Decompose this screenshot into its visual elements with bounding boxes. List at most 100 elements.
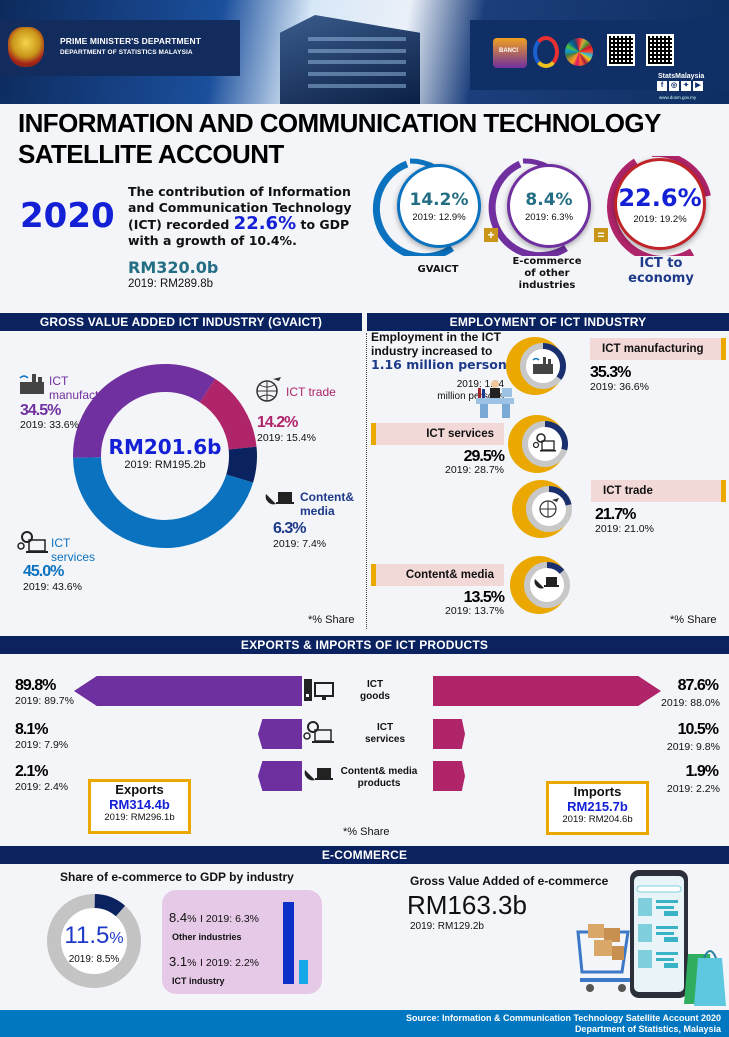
ict-prev: I 2019: 2.2% xyxy=(200,957,260,969)
employment-pct: 13.5% xyxy=(463,589,505,606)
export-prev: 2019: 89.7% xyxy=(15,695,74,707)
ecommerce-gva-prev: 2019: RM129.2b xyxy=(410,921,484,932)
gvaict-ring: 14.2% 2019: 12.9% xyxy=(397,164,481,248)
other-industries-label: Other industries xyxy=(172,932,242,942)
ecommerce-industry-card: 8.4% I 2019: 6.3% Other industries 3.1% … xyxy=(162,890,322,994)
youtube-icon[interactable]: ▶ xyxy=(693,81,703,91)
product-label-1: Content& media xyxy=(340,766,418,777)
malaysia-crest-logo xyxy=(8,27,44,67)
office-worker-illustration xyxy=(476,380,516,425)
other-unit: % xyxy=(187,913,197,925)
ecommerce-total-prev: 2019: 8.5% xyxy=(68,954,120,965)
export-pct: 8.1% xyxy=(15,721,48,738)
ecommerce-total-value: 11.5 xyxy=(64,922,110,949)
banci-logo-text: BANCI xyxy=(499,48,518,54)
ict-industry-bar xyxy=(299,959,308,984)
page-title: INFORMATION AND COMMUNICATION TECHNOLOGY… xyxy=(18,108,661,170)
gvaict-segment-name: ICT trade xyxy=(286,385,336,399)
donut-share-arc xyxy=(548,486,572,506)
product-label: ICT services xyxy=(340,722,430,746)
import-bar xyxy=(433,676,661,706)
desktop-computer-icon xyxy=(303,678,335,707)
other-industries-share: 8.4% I 2019: 6.3% xyxy=(169,910,259,925)
product-label-2: services xyxy=(364,734,406,745)
instagram-icon[interactable]: ◎ xyxy=(669,81,679,91)
export-prev: 2019: 2.4% xyxy=(15,781,69,793)
dosm-logo xyxy=(533,36,559,68)
export-bar xyxy=(258,719,302,749)
ecommerce-gva-title: Gross Value Added of e-commerce xyxy=(410,874,609,888)
summary-text-part2: to GDP with a growth of 10.4%. xyxy=(128,217,350,248)
employment-donut-services xyxy=(522,421,568,467)
website-link[interactable]: www.dosm.gov.my xyxy=(659,95,697,100)
satellite-laptop-icon xyxy=(264,488,296,515)
import-pct: 10.5% xyxy=(677,721,719,738)
other-pct: 8.4 xyxy=(169,910,188,925)
employment-prev: 2019: 36.6% xyxy=(590,381,649,393)
gvaict-segment-name: ICT services xyxy=(51,536,96,564)
title-line-1: INFORMATION AND COMMUNICATION TECHNOLOGY xyxy=(18,108,661,138)
equals-icon: = xyxy=(594,228,608,242)
gvaict-segment-pct: 14.2% xyxy=(257,414,298,431)
employment-pct: 21.7% xyxy=(595,506,636,523)
import-prev: 2019: 2.2% xyxy=(666,783,720,795)
sdg-wheel-logo xyxy=(565,38,593,66)
other-prev: I 2019: 6.3% xyxy=(200,913,260,925)
source-footer: Source: Information & Communication Tech… xyxy=(0,1010,729,1037)
export-pct: 2.1% xyxy=(15,763,48,780)
header-banner: PRIME MINISTER'S DEPARTMENT DEPARTMENT O… xyxy=(0,0,729,104)
imports-value: RM215.7b xyxy=(567,799,628,814)
product-label-2: products xyxy=(357,778,401,789)
product-label-2: goods xyxy=(360,691,390,702)
import-bar xyxy=(433,761,465,791)
column-divider xyxy=(366,333,367,629)
employment-value: 1.16 million persons xyxy=(371,357,515,372)
qr-code[interactable] xyxy=(607,34,635,66)
ict-industry-label: ICT industry xyxy=(172,976,225,986)
gears-laptop-icon xyxy=(532,432,557,459)
ict-value: RM320.0b xyxy=(128,258,219,277)
ecommerce-donut-chart xyxy=(47,894,141,988)
gvaict-segment-name: ICT manufacturing xyxy=(49,374,126,402)
gvaict-segment-prev: 2019: 7.4% xyxy=(273,538,327,550)
employment-prev: 2019: 21.0% xyxy=(595,523,654,535)
employment-headline-2: industry increased to xyxy=(371,344,493,358)
title-line-2: SATELLITE ACCOUNT xyxy=(18,139,284,169)
gears-laptop-icon xyxy=(303,720,335,751)
source-line-2: Department of Statistics, Malaysia xyxy=(574,1024,721,1034)
donut-share-arc xyxy=(546,562,565,574)
employment-headline-1: Employment in the ICT xyxy=(371,330,502,344)
ecommerce-section-header: E-COMMERCE xyxy=(0,846,729,864)
ring-label: GVAICT xyxy=(417,264,459,275)
ring-label: ICT to economy xyxy=(628,256,694,286)
summary-text: The contribution of Information and Comm… xyxy=(128,184,373,249)
other-industries-bar xyxy=(283,902,294,984)
gvaict-segment-pct: 45.0% xyxy=(23,563,64,580)
imports-total-box: Imports RM215.7b 2019: RM204.6b xyxy=(546,781,649,835)
globe-plane-icon xyxy=(537,497,561,526)
donut-share-arc xyxy=(544,421,568,451)
gvaict-segment-prev: 2019: 15.4% xyxy=(257,432,316,444)
product-label-1: ICT xyxy=(366,679,384,690)
gvaict-total: RM201.6b xyxy=(108,435,222,459)
ict-pct: 3.1 xyxy=(169,954,188,969)
employment-tag: Content& media xyxy=(371,564,504,586)
employment-prev-1: 2019: 1.14 xyxy=(456,379,504,390)
twitter-icon[interactable]: ✦ xyxy=(681,81,691,91)
gvaict-segment-name: Content& media xyxy=(300,490,354,518)
employment-tag: ICT trade xyxy=(591,480,726,502)
ring-value: 14.2% xyxy=(409,189,469,210)
ecommerce-total-unit: % xyxy=(109,930,124,947)
exports-total-box: Exports RM314.4b 2019: RM296.1b xyxy=(88,779,191,834)
facebook-icon[interactable]: f xyxy=(657,81,667,91)
source-line-1: Source: Information & Communication Tech… xyxy=(405,1013,721,1023)
export-pct: 89.8% xyxy=(15,677,56,694)
gvaict-total-block: RM201.6b 2019: RM195.2b xyxy=(80,435,250,471)
qr-code-facebook[interactable] xyxy=(646,34,674,66)
stats-malaysia-brand: StatsMalaysia xyxy=(658,73,705,80)
building-photo xyxy=(280,15,420,104)
donut-slice-content-media xyxy=(226,446,257,483)
ecommerce-total-block: 11.5% 2019: 8.5% xyxy=(45,922,143,966)
factory-icon xyxy=(532,355,554,380)
export-bar xyxy=(74,676,302,706)
